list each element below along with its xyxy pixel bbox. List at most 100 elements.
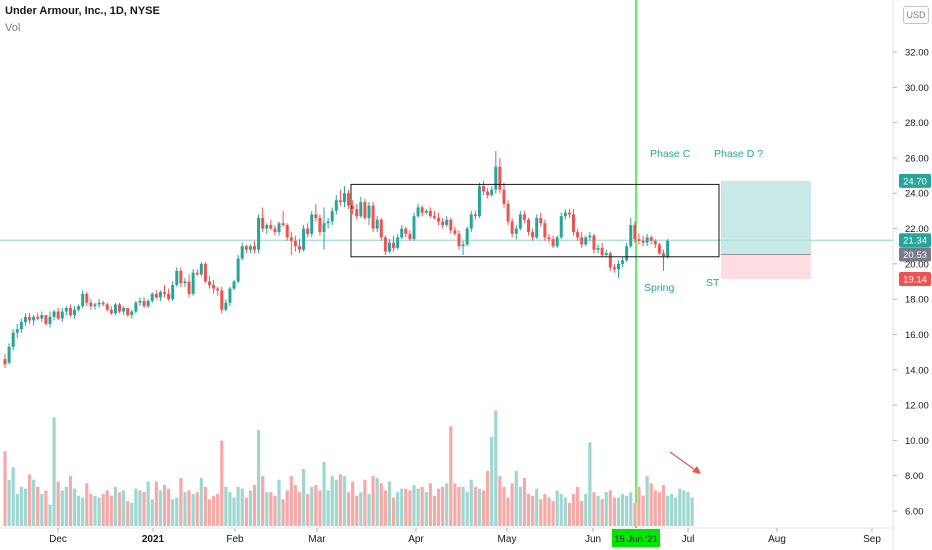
- volume-bar-132: [543, 493, 547, 526]
- volume-bar-88: [363, 479, 367, 526]
- candle-body-102: [420, 207, 424, 213]
- x-tick-label-8: Aug: [768, 534, 786, 545]
- candle-body-47: [195, 272, 199, 275]
- y-tick-label-3: 12.00: [905, 401, 929, 412]
- candle-body-42: [175, 270, 179, 286]
- candle-body-161: [661, 253, 665, 257]
- price-label-bg-0: [899, 173, 931, 188]
- volume-bar-0: [3, 451, 7, 526]
- candle-body-10: [44, 315, 48, 324]
- volume-bar-6: [27, 474, 32, 526]
- candle-body-8: [36, 316, 40, 319]
- volume-bar-68: [281, 499, 285, 526]
- volume-bar-8: [36, 486, 40, 526]
- volume-bar-90: [371, 476, 375, 526]
- volume-bar-2: [11, 467, 15, 526]
- volume-bar-138: [567, 502, 572, 526]
- volume-bar-26: [109, 495, 113, 526]
- candle-body-96: [396, 237, 400, 248]
- candle-body-52: [216, 288, 220, 291]
- volume-bar-5: [23, 488, 28, 526]
- price-label-bg-3: [899, 272, 931, 287]
- volume-bar-81: [334, 479, 338, 526]
- candle-body-130: [535, 217, 539, 238]
- candle-body-19: [81, 293, 85, 307]
- volume-bar-46: [191, 493, 195, 526]
- volume-bar-127: [522, 477, 527, 526]
- volume-bar-50: [207, 499, 212, 526]
- candle-body-101: [416, 207, 420, 217]
- volume-bar-42: [175, 497, 179, 526]
- candle-body-16: [68, 307, 72, 316]
- candle-body-114: [469, 214, 473, 229]
- candle-body-76: [314, 214, 318, 218]
- candle-body-132: [543, 223, 547, 238]
- volume-bar-116: [477, 488, 482, 526]
- volume-bar-10: [44, 490, 48, 526]
- candle-body-154: [633, 225, 637, 240]
- symbol-title[interactable]: Under Armour, Inc., 1D, NYSE: [5, 5, 160, 17]
- candle-body-106: [437, 217, 441, 222]
- candle-body-115: [473, 214, 477, 217]
- candle-body-70: [289, 237, 293, 241]
- candle-body-32: [134, 302, 138, 312]
- candle-body-144: [592, 235, 596, 250]
- volume-bar-48: [199, 477, 203, 526]
- volume-bar-106: [436, 488, 441, 526]
- volume-bar-113: [465, 492, 469, 526]
- volume-bar-20: [85, 483, 89, 526]
- volume-bar-122: [502, 486, 506, 526]
- candle-body-98: [404, 228, 408, 234]
- volume-bar-85: [351, 481, 355, 526]
- candle-body-72: [297, 246, 301, 250]
- candle-body-17: [73, 309, 77, 316]
- candle-body-57: [236, 258, 240, 282]
- candle-body-162: [666, 240, 670, 257]
- candle-body-73: [302, 228, 306, 250]
- volume-bar-124: [510, 483, 514, 526]
- candle-body-43: [179, 270, 183, 284]
- candle-body-62: [257, 217, 261, 250]
- candle-body-112: [461, 244, 465, 247]
- candle-body-33: [138, 300, 142, 303]
- candle-body-78: [322, 223, 326, 233]
- candle-body-100: [412, 216, 416, 240]
- volume-bar-164: [674, 497, 678, 526]
- volume-bar-130: [535, 488, 539, 526]
- volume-bar-99: [408, 490, 412, 526]
- volume-bar-30: [126, 501, 130, 526]
- candle-body-89: [367, 205, 371, 218]
- price-label-bg-2: [899, 247, 931, 262]
- candle-body-56: [232, 281, 236, 289]
- volume-bar-82: [338, 474, 342, 526]
- candle-body-113: [465, 228, 469, 245]
- volume-bar-36: [150, 499, 154, 526]
- x-tick-label-3: Mar: [308, 534, 326, 545]
- x-tick-label-5: May: [498, 534, 517, 545]
- volume-bar-55: [228, 492, 232, 526]
- candle-body-138: [567, 212, 571, 215]
- candle-body-93: [383, 237, 387, 252]
- volume-legend: Vol: [5, 22, 21, 34]
- candle-body-27: [113, 304, 117, 314]
- volume-bar-24: [101, 493, 105, 526]
- volume-bar-160: [657, 492, 661, 526]
- volume-bar-98: [404, 488, 408, 526]
- volume-bar-44: [183, 492, 187, 526]
- candle-body-151: [621, 260, 625, 264]
- candle-body-133: [547, 237, 551, 240]
- candle-body-84: [347, 193, 351, 206]
- candle-body-146: [600, 247, 604, 256]
- currency-button[interactable]: USD: [903, 6, 929, 24]
- volume-bar-157: [645, 476, 649, 526]
- volume-bar-120: [494, 410, 498, 526]
- candle-body-77: [318, 217, 322, 233]
- candle-body-125: [514, 228, 518, 234]
- volume-bar-4: [19, 486, 23, 526]
- volume-bar-14: [60, 490, 64, 526]
- volume-bar-117: [481, 490, 486, 526]
- volume-bar-80: [330, 476, 334, 526]
- volume-bar-128: [526, 493, 531, 526]
- candle-body-29: [122, 307, 126, 312]
